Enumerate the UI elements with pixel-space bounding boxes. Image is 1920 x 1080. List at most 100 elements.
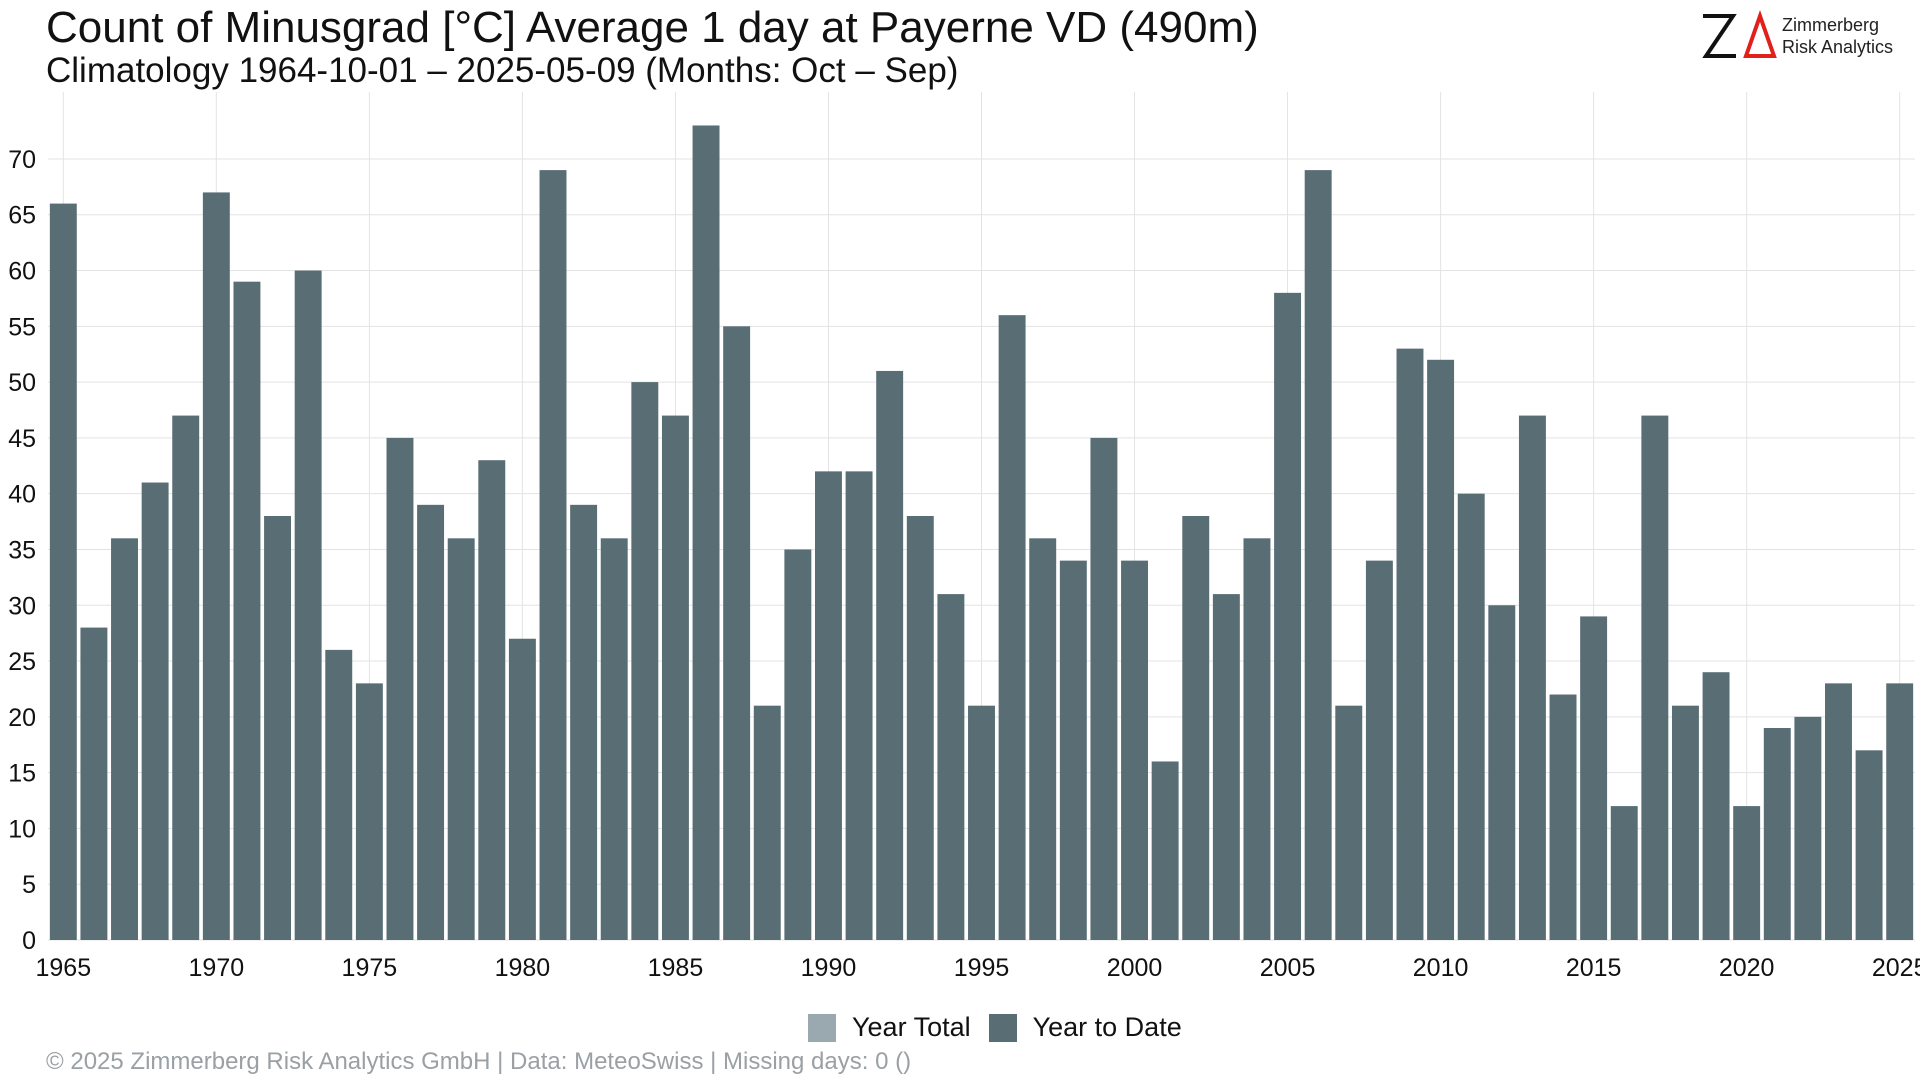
bar-1981: [539, 170, 567, 941]
legend-swatch-year-total: [808, 1013, 836, 1042]
x-tick-label: 2010: [1413, 954, 1469, 982]
logo-text: Zimmerberg Risk Analytics: [1782, 14, 1893, 58]
bar-1986: [692, 125, 720, 941]
bar-2023: [1825, 683, 1852, 940]
bar-2019: [1702, 672, 1730, 940]
bar-1977: [417, 504, 445, 940]
bar-2014: [1549, 694, 1577, 940]
y-tick-label: 5: [22, 871, 36, 899]
bar-1994: [937, 594, 965, 940]
bar-1988: [753, 705, 781, 940]
chart-subtitle: Climatology 1964-10-01 – 2025-05-09 (Mon…: [46, 51, 959, 90]
bar-1992: [876, 370, 904, 940]
bar-1974: [325, 649, 353, 940]
bar-1996: [998, 315, 1026, 940]
bar-1978: [447, 538, 475, 940]
bar-2000: [1121, 560, 1148, 940]
bar-2007: [1335, 705, 1363, 940]
bar-1976: [386, 437, 414, 940]
bar-1983: [600, 538, 628, 940]
x-axis-ticks: 1965 1970 1975 1980 1985 1990 1995 2000 2005 2010…: [35, 954, 1920, 982]
bar-2004: [1243, 538, 1271, 940]
bar-2001: [1151, 761, 1179, 940]
bar-1997: [1029, 538, 1057, 940]
logo-line2: Risk Analytics: [1782, 37, 1894, 57]
bar-2020: [1733, 806, 1761, 940]
legend: Year Total Year to Date: [808, 1012, 1200, 1043]
bar-2010: [1427, 359, 1455, 940]
x-tick-label: 2020: [1719, 954, 1775, 982]
y-tick-label: 10: [8, 815, 36, 843]
bar-1999: [1090, 437, 1118, 940]
bar-1989: [784, 549, 812, 940]
bar-1967: [111, 538, 138, 940]
y-tick-label: 20: [8, 704, 36, 732]
bar-1969: [172, 415, 200, 941]
x-tick-label: 1990: [801, 954, 857, 982]
legend-item-year-total: Year Total: [808, 1012, 971, 1043]
y-axis-ticks: 0 5 10 15 20 25 30 35 40 45 50 55 60 65 70: [8, 146, 36, 955]
bar-1982: [570, 504, 598, 940]
legend-item-year-to-date: Year to Date: [988, 1012, 1182, 1043]
bar-1991: [845, 471, 873, 940]
bar-2021: [1763, 728, 1791, 940]
x-tick-label: 2005: [1260, 954, 1316, 982]
bar-2012: [1488, 605, 1516, 940]
x-tick-label: 1985: [648, 954, 704, 982]
bar-2018: [1671, 705, 1699, 940]
bar-2022: [1794, 716, 1822, 940]
bar-1979: [478, 460, 506, 940]
x-tick-label: 1980: [495, 954, 551, 982]
bar-2005: [1274, 292, 1302, 941]
y-tick-label: 55: [8, 313, 36, 341]
y-tick-label: 15: [8, 760, 36, 788]
bar-1970: [202, 192, 230, 941]
bar-2013: [1518, 415, 1546, 941]
bar-1990: [815, 471, 842, 940]
logo-line1: Zimmerberg: [1782, 15, 1880, 35]
legend-label-year-total: Year Total: [852, 1012, 971, 1042]
y-tick-label: 60: [8, 258, 36, 286]
bar-1987: [723, 326, 751, 940]
bar-1972: [264, 516, 292, 940]
bar-2015: [1580, 616, 1608, 940]
logo: Zimmerberg Risk Analytics: [1700, 8, 1900, 68]
x-tick-label: 2000: [1107, 954, 1163, 982]
bar-2002: [1182, 516, 1210, 940]
x-tick-label: 1970: [189, 954, 245, 982]
x-tick-label: 1975: [342, 954, 398, 982]
y-tick-label: 45: [8, 425, 36, 453]
bar-1980: [508, 638, 536, 940]
x-tick-label: 2015: [1566, 954, 1622, 982]
bar-1971: [233, 281, 261, 940]
bar-1995: [968, 705, 995, 940]
bar-1966: [80, 627, 108, 940]
y-tick-label: 40: [8, 481, 36, 509]
y-tick-label: 50: [8, 369, 36, 397]
bar-1993: [906, 516, 934, 940]
bar-2003: [1212, 594, 1240, 940]
bar-2016: [1610, 806, 1638, 940]
bar-1968: [141, 482, 169, 940]
y-tick-label: 0: [22, 927, 36, 955]
footer-credits: © 2025 Zimmerberg Risk Analytics GmbH | …: [46, 1048, 912, 1075]
y-tick-label: 65: [8, 202, 36, 230]
bar-1985: [661, 415, 689, 941]
y-tick-label: 70: [8, 146, 36, 174]
bar-2025: [1886, 683, 1914, 940]
x-tick-label: 2025: [1872, 954, 1920, 982]
bar-1975: [355, 683, 383, 940]
bar-2011: [1457, 493, 1485, 940]
chart-title: Count of Minusgrad [°C] Average 1 day at…: [46, 3, 1259, 52]
legend-label-year-to-date: Year to Date: [1032, 1012, 1182, 1042]
y-tick-label: 30: [8, 592, 36, 620]
bar-2017: [1641, 415, 1669, 941]
bar-1973: [294, 270, 322, 940]
bar-2009: [1396, 348, 1424, 940]
za-logo-icon: [1702, 9, 1777, 58]
x-tick-label: 1965: [35, 954, 91, 982]
bar-1965: [49, 203, 77, 940]
y-tick-label: 25: [8, 648, 36, 676]
y-tick-label: 35: [8, 536, 36, 564]
